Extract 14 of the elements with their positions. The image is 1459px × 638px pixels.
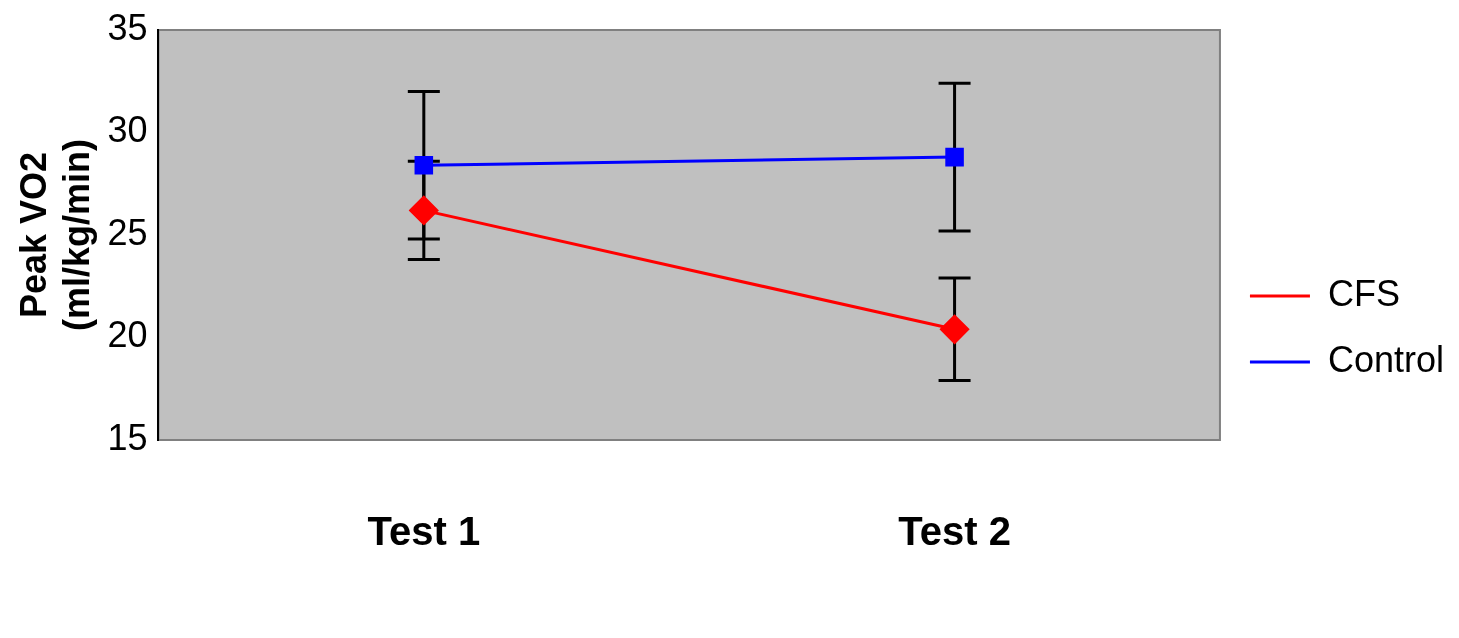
point (940, 314, 970, 344)
point (409, 195, 439, 225)
y-tick-label: 25 (107, 211, 148, 253)
point (414, 156, 434, 175)
x-tick-label: Test 2 (898, 509, 1011, 554)
y-axis-title: Peak VO2 (ml/kg/min) (12, 138, 97, 332)
x-tick-label: Test 1 (367, 509, 481, 554)
point (945, 147, 964, 167)
legend-label: CFS (1327, 272, 1400, 314)
y-tick-label: 30 (107, 109, 148, 151)
y-tick-label: 20 (107, 314, 148, 356)
y-tick-label: 15 (107, 416, 148, 458)
legend-label: Control (1327, 338, 1445, 380)
y-tick-label: 35 (107, 6, 148, 48)
